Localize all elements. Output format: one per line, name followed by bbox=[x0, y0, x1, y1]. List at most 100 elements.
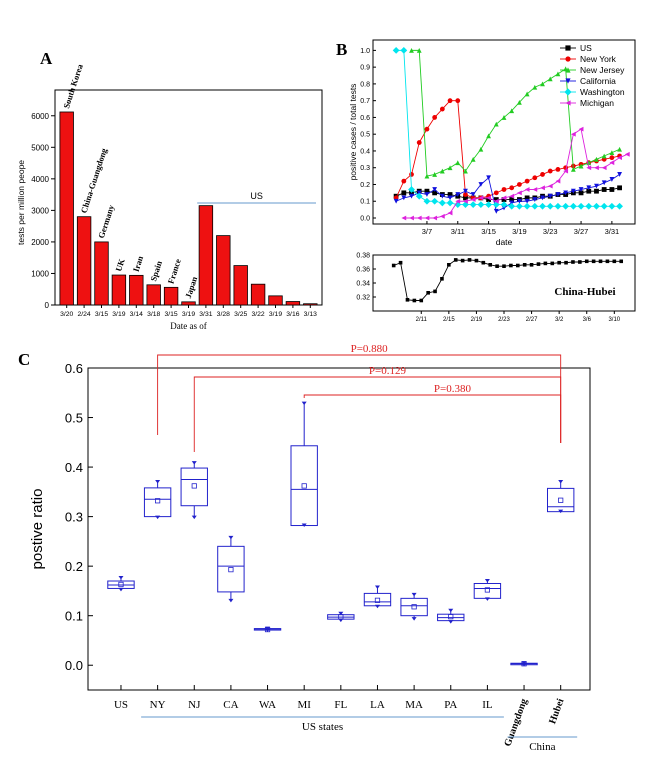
panel-c-xtick-label: LA bbox=[370, 699, 385, 711]
panel-b-inset-point bbox=[467, 258, 472, 262]
panel-b-inset-point bbox=[584, 259, 589, 264]
panel-b-inset-point bbox=[453, 258, 458, 262]
panel-c-ytick-label: 0.4 bbox=[65, 460, 83, 475]
panel-b-legend-label: Washington bbox=[580, 87, 625, 97]
panel-c-ytick-label: 0.3 bbox=[65, 510, 83, 525]
panel-b-point bbox=[463, 198, 468, 204]
panel-b-inset-xtick-label: 3/6 bbox=[583, 317, 592, 323]
panel-b-inset-point bbox=[591, 259, 596, 264]
panel-b-inset-xtick-label: 3/10 bbox=[608, 317, 620, 323]
panel-a-xlabel: Date as of bbox=[170, 321, 206, 331]
panel-a-xtick-label: 3/22 bbox=[251, 311, 264, 318]
panel-b-point bbox=[524, 91, 530, 97]
panel-b-inset-xtick-label: 2/27 bbox=[526, 317, 538, 323]
panel-b-point bbox=[570, 188, 576, 194]
panel-b-point bbox=[578, 190, 584, 196]
panel-c-extreme bbox=[155, 479, 161, 484]
panel-b-series bbox=[392, 46, 623, 210]
panel-b-point bbox=[532, 197, 538, 202]
panel-b-point bbox=[478, 182, 484, 187]
panel-b-point bbox=[486, 133, 491, 139]
panel-a-bar-label: Germany bbox=[96, 203, 116, 240]
panel-c-comparison-label: P=0.380 bbox=[434, 383, 472, 395]
panel-b-point bbox=[438, 199, 446, 207]
panel-a-xtick-label: 3/16 bbox=[286, 311, 299, 318]
panel-b-inset-xtick-label: 2/15 bbox=[443, 317, 455, 323]
panel-b-point bbox=[540, 172, 545, 177]
panel-a-bar bbox=[250, 283, 266, 306]
panel-a-xtick-label: 3/18 bbox=[147, 311, 160, 318]
panel-a-bar-label: France bbox=[165, 257, 182, 285]
panel-b-series-line bbox=[411, 49, 620, 177]
panel-b-inset-point bbox=[619, 259, 624, 264]
panel-b-point bbox=[486, 175, 491, 181]
panel-c-extreme bbox=[411, 592, 417, 597]
panel-c-frame bbox=[87, 367, 591, 691]
panel-c-extreme bbox=[448, 620, 454, 624]
panel-b-point bbox=[431, 197, 439, 205]
panel-b-inset-point bbox=[557, 260, 561, 265]
panel-c-ytick-label: 0.5 bbox=[65, 411, 83, 426]
panel-b-ytick-label: 0.8 bbox=[360, 81, 370, 88]
panel-b-inset-point bbox=[405, 298, 410, 302]
panel-c-extreme bbox=[191, 461, 197, 465]
panel-c-xtick-label: PA bbox=[444, 699, 457, 711]
panel-c-xtick-label: WA bbox=[259, 699, 276, 711]
panel-b-point bbox=[478, 195, 484, 201]
panel-a-bar bbox=[76, 216, 92, 306]
panel-b-point bbox=[486, 197, 491, 202]
panel-c-box bbox=[143, 479, 172, 520]
panel-c-xtick-label: NJ bbox=[188, 699, 201, 711]
panel-b-series bbox=[409, 47, 622, 179]
panel-b-point bbox=[594, 165, 599, 171]
panel-c-box bbox=[363, 585, 392, 609]
panel-b-point bbox=[517, 182, 522, 187]
panel-b-series-line bbox=[395, 187, 620, 201]
panel-c-extreme bbox=[558, 509, 564, 514]
panel-a-ytick-label: 0 bbox=[45, 301, 50, 310]
panel-b-ytick-label: 0.2 bbox=[360, 182, 370, 189]
panel-a-xtick-label: 3/31 bbox=[199, 311, 212, 318]
panel-b-point bbox=[546, 202, 554, 210]
panel-b-point bbox=[392, 46, 400, 54]
panel-b-point bbox=[562, 202, 570, 210]
panel-b-point bbox=[415, 192, 423, 200]
panel-b-point bbox=[501, 195, 507, 201]
panel-b-point bbox=[547, 168, 553, 174]
panel-c-extreme bbox=[228, 598, 234, 603]
panel-c-xtick-label: MI bbox=[297, 699, 311, 711]
panel-b-inset-line bbox=[393, 259, 622, 301]
panel-c-extreme bbox=[558, 479, 564, 484]
panel-c-box bbox=[107, 576, 135, 592]
panel-a-bar bbox=[285, 301, 301, 306]
panel-b-point bbox=[393, 198, 399, 204]
panel-c-mean bbox=[155, 498, 161, 504]
panel-b-point bbox=[517, 99, 522, 105]
panel-b-point bbox=[554, 202, 562, 210]
panel-c-xtick-label: CA bbox=[223, 699, 238, 711]
panel-b-point bbox=[617, 185, 622, 191]
panel-c-box bbox=[546, 479, 575, 514]
panel-b-inset-ytick-label: 0.36 bbox=[356, 267, 370, 274]
panel-b-point bbox=[601, 165, 607, 171]
panel-b-series bbox=[401, 126, 630, 221]
panel-b-xtick-label: 3/11 bbox=[451, 227, 465, 236]
panel-b-inset-point bbox=[578, 260, 582, 264]
panel-b-inset-ytick-label: 0.38 bbox=[356, 253, 370, 260]
panel-b-point bbox=[409, 193, 414, 199]
panel-c-extreme bbox=[411, 617, 417, 621]
panel-b-point bbox=[531, 202, 539, 210]
panel-a-ytick-label: 6000 bbox=[31, 112, 49, 121]
panel-b-legend-label: US bbox=[580, 43, 592, 53]
panel-b-point bbox=[577, 202, 585, 210]
panel-a-xtick-label: 3/19 bbox=[112, 311, 125, 318]
panel-b-ytick-label: 0.3 bbox=[360, 165, 370, 172]
panel-b-inset-point bbox=[605, 259, 610, 264]
panel-b-point bbox=[578, 187, 584, 192]
panel-a-ytick-label: 3000 bbox=[31, 206, 49, 215]
panel-b-point bbox=[570, 131, 576, 137]
panel-b-point bbox=[547, 76, 553, 82]
panel-b-point bbox=[470, 197, 476, 202]
panel-c-xtick-label: Hubei bbox=[547, 697, 566, 726]
panel-b-point bbox=[455, 98, 461, 104]
